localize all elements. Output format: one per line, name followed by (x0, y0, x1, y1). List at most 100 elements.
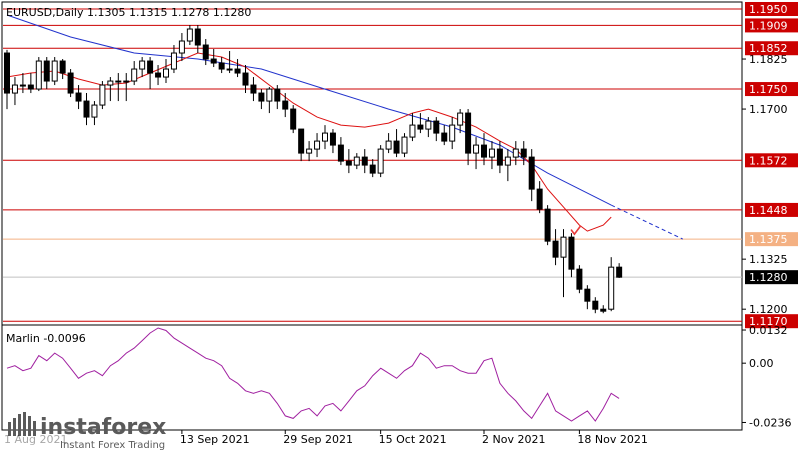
candle (560, 229, 567, 298)
candle (401, 133, 408, 158)
main-plot-frame (1, 1, 743, 326)
candle (147, 57, 154, 90)
check-mark-icon (570, 225, 582, 236)
level-tag: 1.1572 (745, 153, 798, 168)
candle (329, 129, 336, 154)
candle (194, 25, 201, 54)
watermark-brand: instaforex (40, 415, 166, 440)
level-tags: 1.1950 1.1909 1.1852 1.1750 1.1572 1.1448 1.13… (745, 2, 798, 329)
candle (576, 265, 583, 294)
candle (226, 51, 233, 74)
candle (83, 93, 90, 126)
candle (27, 73, 34, 94)
moving-averages (6, 14, 684, 240)
candle (361, 149, 368, 174)
candle (425, 117, 432, 138)
candle (314, 133, 321, 158)
candle (608, 257, 615, 312)
candle (51, 57, 58, 86)
time-tick-label: 29 Sep 2021 (283, 433, 353, 446)
candle (592, 297, 599, 314)
candle (218, 57, 225, 74)
candle (67, 69, 74, 98)
candle (59, 59, 66, 80)
level-tag: 1.1909 (745, 18, 798, 33)
time-tick-label: 2 Nov 2021 (482, 433, 545, 446)
level-tag: 1.1852 (745, 41, 798, 56)
candle (290, 105, 297, 134)
candle (202, 39, 209, 66)
candle (258, 89, 265, 110)
candle (163, 59, 169, 84)
candle (178, 33, 185, 62)
indicator-plot-frame (1, 324, 743, 431)
candle (433, 117, 440, 142)
chart-title: EURUSD,Daily 1.1305 1.1315 1.1278 1.1280 (6, 6, 251, 19)
price-tick-label: 1.1200 (749, 303, 788, 316)
price-tick-label: 1.1825 (749, 53, 788, 66)
candle (75, 85, 82, 110)
candle (91, 101, 98, 126)
svg-text:1.1852: 1.1852 (749, 42, 788, 55)
candle (322, 125, 328, 150)
indicator-tick-label: 0.00 (749, 357, 774, 370)
candle (131, 61, 138, 86)
candles (4, 25, 623, 314)
candle (512, 141, 519, 166)
candle (250, 77, 257, 102)
price-tick-label: 1.1325 (749, 253, 788, 266)
candle (123, 73, 130, 102)
indicator-label: Marlin -0.0096 (6, 332, 86, 345)
candle (520, 141, 527, 166)
candle (393, 129, 400, 158)
candle (35, 57, 42, 92)
candle (186, 25, 193, 46)
candle (488, 141, 495, 170)
candle (353, 153, 360, 170)
candle (170, 45, 177, 74)
candle (234, 59, 241, 78)
ma-blue-line (6, 14, 612, 206)
time-axis: 13 Sep 2021 29 Sep 2021 15 Oct 2021 2 Nov 2… (180, 430, 648, 446)
candle (481, 133, 487, 166)
candle (417, 113, 424, 134)
candle (210, 49, 217, 68)
svg-text:1.1909: 1.1909 (749, 19, 788, 32)
candle (155, 65, 162, 86)
candle (369, 159, 376, 178)
candle (377, 145, 384, 178)
partial-date-label: 1 Aug 2021 (4, 433, 67, 446)
svg-text:1.1750: 1.1750 (749, 83, 788, 96)
candle (139, 57, 146, 78)
candle (345, 149, 352, 174)
candle (306, 141, 313, 162)
price-axis: 1.1825 1.1700 1.1325 1.1200 (742, 53, 788, 316)
indicator-tick-label: -0.0236 (749, 416, 791, 429)
level-tag: 1.1448 (745, 202, 798, 217)
svg-text:1.1375: 1.1375 (749, 233, 788, 246)
level-tag: 1.1950 (745, 2, 798, 17)
candle (552, 229, 559, 266)
candle (4, 49, 10, 110)
time-tick-label: 15 Oct 2021 (379, 433, 447, 446)
candle (385, 133, 392, 154)
svg-text:1.1170: 1.1170 (749, 315, 788, 328)
candle (568, 233, 575, 278)
indicator: 0.0132 0.00 -0.0236 (6, 324, 791, 429)
candle (584, 285, 591, 310)
candle (274, 85, 281, 110)
price-tick-label: 1.1700 (749, 103, 788, 116)
candle (496, 141, 503, 174)
candle (19, 73, 26, 94)
ma-red-line (6, 52, 612, 232)
candle (544, 205, 551, 246)
level-tag: 1.1750 (745, 82, 798, 97)
candle (99, 81, 106, 110)
watermark: instaforex Instant Forex Trading (8, 412, 166, 451)
candle (616, 263, 623, 278)
svg-text:1.1448: 1.1448 (749, 204, 788, 217)
candle (441, 125, 448, 146)
time-tick-label: 13 Sep 2021 (180, 433, 250, 446)
level-tag: 1.1170 (745, 314, 798, 329)
